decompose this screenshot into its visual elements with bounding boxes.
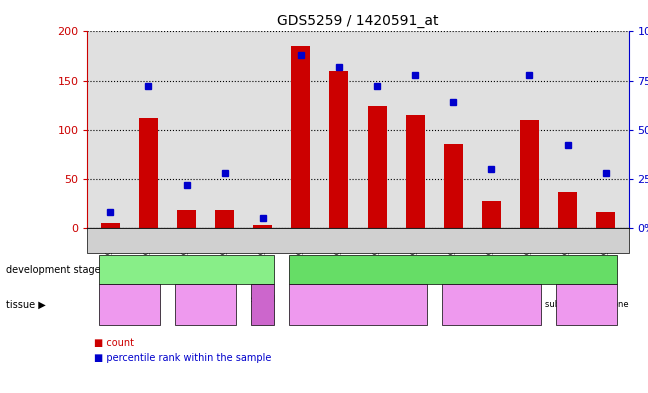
Text: ■ percentile rank within the sample: ■ percentile rank within the sample bbox=[94, 353, 272, 364]
Bar bbox=[482, 201, 501, 228]
Bar bbox=[367, 106, 387, 228]
Bar bbox=[139, 118, 158, 228]
Text: neocortex: neocortex bbox=[337, 300, 379, 309]
Text: development stage ▶: development stage ▶ bbox=[6, 264, 111, 275]
Text: adult: adult bbox=[441, 264, 466, 275]
Title: GDS5259 / 1420591_at: GDS5259 / 1420591_at bbox=[277, 14, 439, 28]
Text: spinal
cord: spinal cord bbox=[250, 295, 275, 314]
Bar bbox=[596, 212, 615, 228]
Bar bbox=[558, 191, 577, 228]
Text: ■ count: ■ count bbox=[94, 338, 134, 348]
Text: tissue ▶: tissue ▶ bbox=[6, 299, 46, 309]
Bar bbox=[253, 225, 272, 228]
Text: dorsal
forebrain: dorsal forebrain bbox=[110, 295, 148, 314]
Bar bbox=[215, 210, 234, 228]
Bar bbox=[177, 210, 196, 228]
Bar bbox=[444, 144, 463, 228]
Bar bbox=[520, 120, 539, 228]
Text: striatum: striatum bbox=[474, 300, 509, 309]
Text: subventricular zone: subventricular zone bbox=[545, 300, 629, 309]
Text: embryonic day E14.5: embryonic day E14.5 bbox=[135, 264, 238, 275]
Bar bbox=[329, 71, 349, 228]
Bar bbox=[101, 223, 120, 228]
Text: ventral
forebrain: ventral forebrain bbox=[187, 295, 225, 314]
Bar bbox=[406, 115, 424, 228]
Bar bbox=[292, 46, 310, 228]
